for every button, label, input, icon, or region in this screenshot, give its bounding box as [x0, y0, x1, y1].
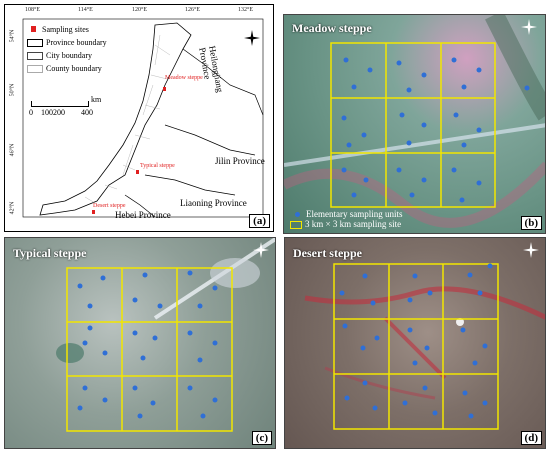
sampling-grid — [330, 42, 496, 208]
scale-tick: 400 — [81, 108, 93, 117]
lon-tick: 126°E — [185, 7, 201, 13]
panel-tag: (a) — [249, 214, 270, 228]
scale-bar: km 0 100200 400 — [29, 95, 101, 117]
lon-tick: 132°E — [238, 7, 254, 13]
county-boundaries — [84, 34, 171, 204]
esu-legend-icon — [295, 212, 300, 217]
panel-title: Typical steppe — [13, 246, 87, 260]
regional-map — [22, 18, 264, 218]
legend-province: Province boundary — [46, 38, 107, 47]
legend-city: City boundary — [46, 51, 92, 60]
label-typical-site: Typical steppe — [140, 163, 175, 169]
grid-legend: Elementary sampling units 3 km × 3 km sa… — [290, 209, 402, 229]
panel-tag: (d) — [520, 431, 542, 445]
sampling-site-markers — [92, 87, 166, 214]
legend-esu: Elementary sampling units — [306, 209, 403, 219]
site-legend-icon — [31, 26, 36, 32]
esu-markers — [77, 270, 218, 419]
compass-icon — [253, 242, 269, 258]
lat-tick: 42°N — [9, 201, 16, 215]
lon-tick: 108°E — [25, 7, 41, 13]
label-jilin: Jilin Province — [215, 156, 265, 166]
map-legend: Sampling sites Province boundary City bo… — [27, 23, 107, 75]
county-legend-icon — [27, 65, 43, 74]
compass-icon — [521, 19, 537, 35]
label-desert-site: Desert steppe — [93, 203, 126, 209]
compass-icon — [523, 242, 539, 258]
meadow-image — [284, 15, 545, 228]
label-hebei: Hebei Province — [115, 210, 171, 220]
province-boundaries — [124, 48, 264, 218]
esu-markers — [339, 263, 493, 419]
desert-image — [304, 242, 545, 430]
inner-mongolia-outline — [39, 22, 192, 216]
panel-title: Meadow steppe — [292, 21, 372, 35]
panel-tag: (c) — [251, 431, 272, 445]
scale-unit: km — [91, 95, 102, 104]
regional-map-panel: 108°E 114°E 120°E 126°E 132°E 54°N 50°N … — [4, 4, 274, 232]
lat-tick: 50°N — [9, 83, 16, 97]
panel-title: Desert steppe — [293, 246, 362, 260]
desert-steppe-panel: Desert steppe (d) — [284, 237, 546, 449]
province-legend-icon — [27, 39, 43, 48]
typical-image — [56, 238, 275, 432]
scale-tick: 100 — [41, 108, 53, 117]
legend-sampling-sites: Sampling sites — [42, 25, 89, 34]
legend-site: 3 km × 3 km sampling site — [305, 219, 402, 229]
sampling-grid — [66, 267, 233, 432]
compass-icon — [243, 29, 261, 49]
lat-tick: 54°N — [9, 29, 16, 43]
meadow-steppe-panel: Meadow steppe Elementary sampling units … — [283, 14, 546, 234]
esu-markers — [341, 57, 530, 203]
label-liaoning: Liaoning Province — [180, 198, 247, 208]
lon-tick: 114°E — [78, 7, 93, 13]
scale-tick: 0 — [29, 108, 33, 117]
panel-tag: (b) — [520, 216, 542, 230]
label-meadow-site: Meadow steppe — [165, 75, 203, 81]
sampling-grid — [333, 263, 499, 430]
typical-steppe-panel: Typical steppe (c) — [4, 237, 276, 449]
lat-tick: 46°N — [9, 143, 16, 157]
legend-county: County boundary — [46, 64, 102, 73]
lon-tick: 120°E — [132, 7, 148, 13]
site-box-legend-icon — [290, 220, 302, 229]
city-legend-icon — [27, 52, 43, 61]
scale-tick: 200 — [53, 108, 65, 117]
